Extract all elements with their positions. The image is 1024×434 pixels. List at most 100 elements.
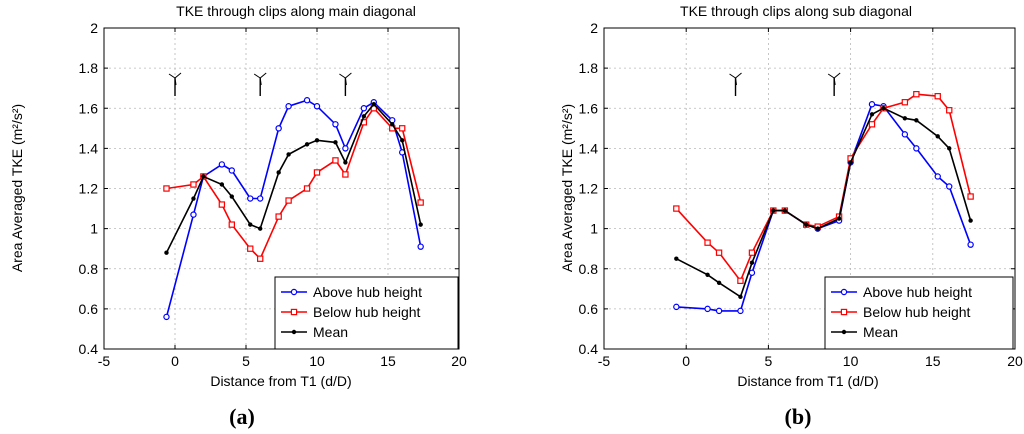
y-tick-label: 1.2: [579, 181, 599, 197]
data-point: [219, 182, 225, 187]
data-point: [674, 256, 679, 261]
data-point: [333, 140, 338, 145]
x-tick-label: 15: [380, 353, 396, 369]
data-point: [190, 211, 197, 218]
data-point: [248, 222, 253, 227]
data-point: [715, 249, 723, 256]
data-point: [737, 307, 744, 315]
y-axis-label-main: Area Averaged TKE (m²/s²): [559, 104, 575, 272]
data-point: [968, 218, 973, 223]
data-point: [285, 103, 292, 110]
data-point: [716, 280, 722, 285]
data-point: [343, 160, 348, 165]
data-point: [901, 131, 909, 138]
chart-title: TKE through clips along sub diagonal: [680, 3, 912, 19]
data-point: [749, 260, 755, 265]
turbine-icon: [729, 72, 742, 96]
y-tick-label: 0.4: [579, 341, 599, 357]
data-point: [190, 181, 197, 188]
legend-swatch-marker: [840, 288, 848, 296]
legend-item: Mean: [281, 324, 348, 340]
y-tick-label: 1: [90, 221, 98, 237]
turbine-icon: [339, 72, 352, 96]
data-point: [715, 307, 723, 315]
data-point: [285, 197, 292, 204]
data-point: [258, 226, 263, 231]
y-axis-label: Area Averaged TKE (m²/s²): [559, 104, 575, 272]
data-point: [417, 243, 424, 250]
y-axis-label-main: Area Averaged TKE (m²/s²): [9, 104, 25, 272]
data-point: [913, 145, 920, 152]
data-point: [804, 222, 809, 227]
x-tick-label: 20: [1007, 353, 1023, 369]
data-point: [705, 272, 710, 277]
data-point: [748, 269, 756, 276]
data-point: [914, 118, 919, 123]
data-point: [390, 122, 395, 127]
data-point: [257, 195, 264, 202]
legend-swatch-marker: [290, 308, 298, 316]
data-point: [332, 157, 339, 164]
y-tick-label: 1.6: [579, 100, 599, 116]
data-point: [967, 241, 974, 248]
turbine-icon: [168, 72, 182, 96]
data-point: [361, 114, 367, 119]
data-point: [191, 196, 196, 201]
y-tick-label: 2: [590, 20, 598, 36]
legend-swatch-marker: [840, 308, 848, 316]
y-tick-label: 1.8: [79, 60, 99, 76]
legend-item: Above hub height: [281, 284, 422, 300]
y-tick-label: 2: [90, 20, 98, 36]
chart-title: TKE through clips along main diagonal: [176, 3, 416, 19]
x-tick-label: 0: [171, 353, 179, 369]
data-point: [229, 194, 234, 199]
y-tick-label: 1.4: [579, 140, 599, 156]
panel-b: TKE through clips along sub diagonal -5 0…: [559, 3, 1023, 429]
x-tick-label: -5: [598, 353, 611, 369]
y-tick-label: 1: [590, 221, 598, 237]
data-point: [902, 116, 908, 121]
legend-swatch-marker: [291, 329, 297, 335]
data-point: [737, 277, 744, 284]
x-tick-label: 10: [309, 353, 325, 369]
y-tick-label: 0.4: [79, 341, 99, 357]
series-line: [165, 102, 422, 254]
data-point: [704, 239, 711, 246]
data-point: [313, 169, 321, 176]
turbine-icon: [253, 72, 267, 96]
legend-label: Above hub height: [313, 284, 422, 300]
panel-label: (a): [229, 404, 255, 429]
data-point: [276, 170, 281, 175]
series-line: [675, 93, 972, 283]
data-point: [342, 145, 349, 152]
legend: Above hub height Below hub height Mean: [824, 276, 1014, 350]
data-point: [881, 106, 886, 111]
data-point: [163, 313, 170, 321]
data-point: [901, 99, 909, 106]
legend-label: Below hub height: [313, 304, 421, 320]
data-point: [275, 213, 282, 220]
y-tick-label: 0.6: [79, 301, 99, 317]
data-point: [163, 185, 170, 192]
series-mean: [674, 106, 973, 300]
data-point: [869, 112, 875, 117]
data-point: [836, 216, 842, 221]
data-point: [417, 199, 424, 206]
data-point: [360, 105, 368, 112]
series-line: [166, 106, 422, 261]
legend-box: [824, 276, 1014, 350]
data-point: [332, 121, 339, 128]
data-point: [399, 125, 406, 132]
x-tick-label: 5: [765, 353, 773, 369]
data-point: [228, 167, 235, 174]
data-point: [947, 146, 952, 151]
x-tick-label: 10: [843, 353, 859, 369]
panel-label: (b): [785, 404, 812, 429]
x-tick-label: 15: [925, 353, 941, 369]
x-tick-label: -5: [98, 353, 111, 369]
data-point: [342, 171, 349, 178]
legend-label: Mean: [313, 324, 348, 340]
data-point: [946, 183, 953, 190]
data-point: [967, 193, 974, 200]
